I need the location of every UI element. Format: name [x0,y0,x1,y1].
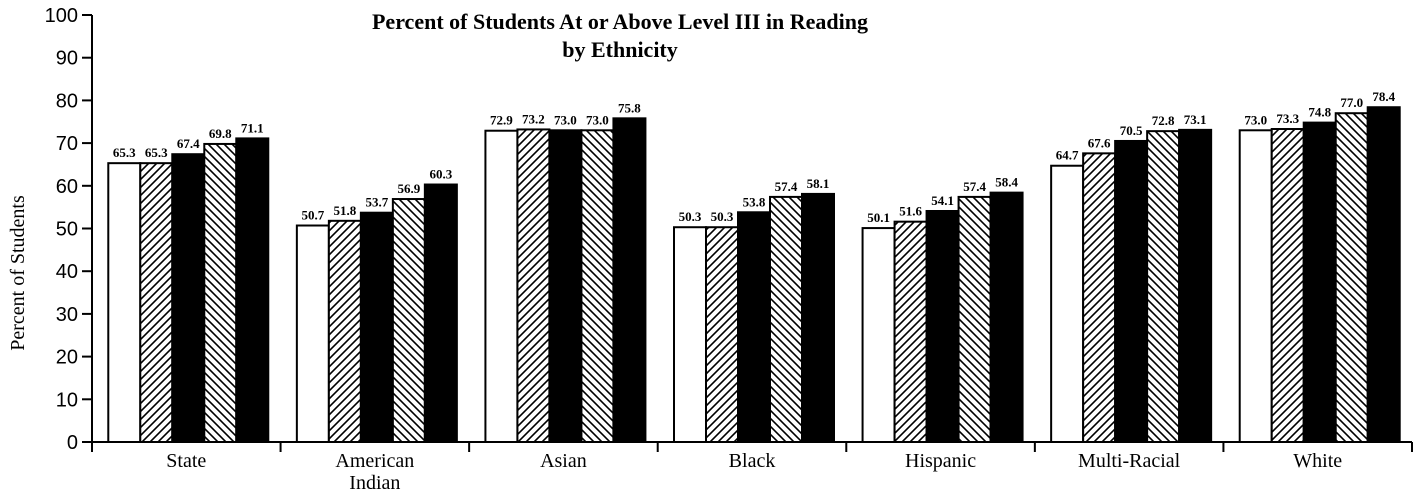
bar [171,153,206,443]
y-axis: 0 10 20 30 40 50 60 70 80 90 100 [45,5,93,454]
bar-value-label: 73.3 [1276,111,1299,126]
bar [1302,121,1337,443]
bar-value-label: 60.3 [429,167,452,182]
bar-value-label: 73.0 [554,112,577,127]
bar [139,162,174,443]
x-tick-label: Asian [540,450,587,472]
y-tick-label: 60 [56,176,78,198]
chart-subtitle: by Ethnicity [562,37,678,62]
bar-value-label: 74.8 [1308,105,1331,120]
bar-value-label: 73.0 [1244,112,1267,127]
bar [1178,128,1213,443]
x-tick-label: Hispanic [905,450,976,472]
bar-value-label: 72.9 [490,113,513,128]
bar-value-label: 50.1 [867,210,890,225]
bar-value-label: 73.1 [1184,112,1207,127]
bar-value-label: 51.8 [333,203,356,218]
bar-value-label: 70.5 [1120,123,1143,138]
y-tick-label: 70 [56,133,78,155]
y-tick-label: 10 [56,389,78,411]
bar [925,209,960,443]
bar [1334,112,1369,444]
y-tick-label: 40 [56,261,78,283]
bar-value-label: 65.3 [113,145,136,160]
bar-value-label: 53.8 [743,194,766,209]
bar [737,211,771,443]
bar [673,226,707,443]
bar [1366,106,1401,444]
bar-value-label: 58.1 [807,176,830,191]
bar-value-label: 75.8 [618,100,641,115]
bar [203,142,238,443]
bar-value-label: 65.3 [145,145,168,160]
bar-value-label: 73.2 [522,111,545,126]
bar [359,211,394,443]
y-tick-label: 100 [45,5,78,27]
x-tick-label: American [335,450,414,472]
y-tick-label: 30 [56,304,78,326]
bar-value-label: 77.0 [1340,95,1363,110]
x-tick-label: Black [729,450,776,472]
bars [107,106,1401,444]
bar [801,192,835,443]
bar-value-label: 57.4 [963,179,986,194]
bar [1238,129,1273,443]
bar [548,129,583,443]
bar [705,226,739,443]
bar-value-label: 58.4 [995,175,1018,190]
bar-value-label: 73.0 [586,112,609,127]
bar-value-label: 56.9 [397,181,420,196]
bar-value-label: 50.3 [711,209,734,224]
value-labels: 65.3 65.3 67.4 69.8 71.1 50.7 51.8 53.7 56.9 60.3… [113,89,1396,225]
bar [580,129,615,443]
y-axis-label: Percent of Students [7,195,29,351]
bar [295,224,330,443]
bar-value-label: 53.7 [365,195,388,210]
bar-value-label: 64.7 [1056,148,1079,163]
x-tick-label: Indian [349,472,400,494]
bar [1050,164,1085,444]
bar [107,162,142,443]
bar [484,129,519,443]
bar-value-label: 67.6 [1088,135,1111,150]
y-tick-label: 20 [56,347,78,369]
bar-value-label: 57.4 [775,179,798,194]
bar [516,128,551,443]
bar [861,227,896,443]
bar-value-label: 51.6 [899,204,922,219]
bar [1114,139,1149,443]
bar [1146,130,1181,443]
y-tick-label: 90 [56,48,78,70]
bar [989,191,1024,443]
bar [769,195,803,443]
bar-value-label: 67.4 [177,136,200,151]
bar [391,198,426,443]
bar [235,137,270,443]
bar [893,220,928,443]
x-tick-label: White [1293,450,1342,472]
bar [423,183,458,443]
bar-value-label: 50.3 [679,209,702,224]
bar-value-label: 72.8 [1152,113,1175,128]
y-tick-label: 50 [56,219,78,241]
bar [957,195,992,443]
bar-value-label: 54.1 [931,193,954,208]
y-tick-label: 0 [67,432,78,454]
x-tick-label: State [166,450,206,472]
bar [1082,152,1117,444]
bar-value-label: 69.8 [209,126,232,141]
x-tick-label: Multi-Racial [1078,450,1181,472]
bar-value-label: 78.4 [1372,89,1395,104]
bar [327,219,362,443]
bar-value-label: 71.1 [241,120,264,135]
bar-value-label: 50.7 [301,208,324,223]
chart-title: Percent of Students At or Above Level II… [372,9,868,34]
y-tick-label: 80 [56,90,78,112]
bar [1270,128,1305,443]
bar [612,117,647,443]
